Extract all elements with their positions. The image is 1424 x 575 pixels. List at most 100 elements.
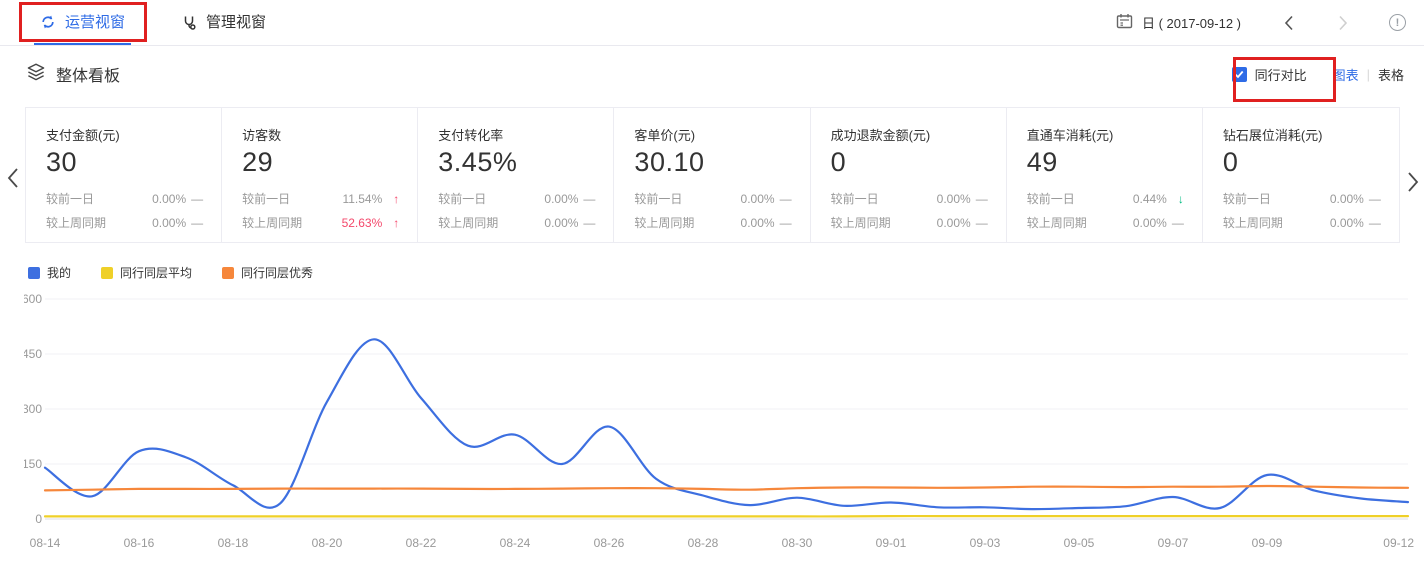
trend-chart-svg: 0 150 300 450 600 08-14 08-16 08-18 08-20 08-22 08…: [22, 292, 1414, 550]
checkbox-checked-icon[interactable]: [1231, 66, 1247, 82]
date-picker-label: 日 ( 2017-09-12 ): [1142, 16, 1241, 31]
x-axis-tick-label: 09-01: [876, 536, 907, 550]
tab-management-window[interactable]: 管理视窗: [175, 0, 272, 45]
kpi-card-rows: 较前一日 11.54% ↑ 较上周同期 52.63% ↑: [242, 190, 399, 231]
cards-scroll-right-button[interactable]: [1406, 170, 1420, 194]
kpi-compare-value: 0.00%: [1329, 191, 1364, 206]
kpi-compare-value: 0.00%: [936, 191, 971, 206]
kpi-card-rows: 较前一日 0.00% — 较上周同期 0.00% —: [438, 190, 595, 231]
x-axis-tick-label: 09-05: [1064, 536, 1095, 550]
kpi-compare-label: 较上周同期: [634, 216, 695, 230]
kpi-compare-label: 较上周同期: [242, 216, 303, 230]
layers-icon: [26, 62, 46, 87]
kpi-compare-value: 0.00%: [1329, 215, 1364, 230]
up-trend-icon: ↑: [393, 191, 400, 206]
kpi-compare-label: 较前一日: [1222, 192, 1271, 206]
kpi-compare-row: 较上周同期 52.63% ↑: [242, 214, 399, 231]
flat-trend-icon: —: [583, 215, 596, 230]
kpi-card[interactable]: 访客数 29 较前一日 11.54% ↑ 较上周同期 52.63% ↑: [222, 108, 419, 242]
kpi-card[interactable]: 钻石展位消耗(元) 0 较前一日 0.00% — 较上周同期 0.00% —: [1203, 108, 1399, 242]
peer-compare-toggle[interactable]: 同行对比: [1231, 65, 1307, 84]
flat-trend-icon: —: [1171, 215, 1184, 230]
date-picker[interactable]: 日 ( 2017-09-12 ): [1116, 13, 1241, 32]
window-tabs: 运营视窗 管理视窗: [34, 0, 316, 45]
kpi-card[interactable]: 客单价(元) 30.10 较前一日 0.00% — 较上周同期 0.00% —: [614, 108, 811, 242]
view-table-link[interactable]: 表格: [1377, 67, 1404, 83]
kpi-compare-row: 较前一日 0.00% —: [634, 190, 791, 207]
x-axis-tick-label: 08-22: [406, 536, 437, 550]
kpi-card-rows: 较前一日 0.00% — 较上周同期 0.00% —: [831, 190, 988, 231]
kpi-compare-value: 0.00%: [544, 191, 579, 206]
kpi-card-title: 支付转化率: [438, 128, 504, 143]
y-axis-tick-label: 600: [24, 292, 42, 306]
kpi-card-title: 支付金额(元): [46, 128, 120, 143]
x-axis-tick-label: 08-20: [312, 536, 343, 550]
kpi-card-value: 0: [1222, 147, 1239, 177]
kpi-compare-value: 52.63%: [341, 215, 383, 230]
kpi-compare-row: 较前一日 11.54% ↑: [242, 190, 399, 207]
kpi-card-title: 访客数: [242, 128, 282, 143]
legend-item[interactable]: 我的: [28, 264, 71, 281]
up-trend-icon: ↑: [393, 215, 400, 230]
tab-operations-label: 运营视窗: [65, 14, 126, 31]
kpi-card-value: 0: [830, 147, 847, 177]
flat-trend-icon: —: [779, 215, 792, 230]
legend-item[interactable]: 同行同层平均: [101, 264, 192, 281]
view-chart-link[interactable]: 图表: [1332, 67, 1359, 83]
info-icon[interactable]: !: [1389, 14, 1406, 31]
x-axis-tick-label: 09-09: [1252, 536, 1283, 550]
kpi-compare-label: 较上周同期: [1222, 216, 1283, 230]
board-title-group: 整体看板: [26, 62, 120, 87]
kpi-compare-value: 0.00%: [936, 215, 971, 230]
x-axis-tick-label: 08-30: [782, 536, 813, 550]
x-axis-tick-label: 08-14: [30, 536, 61, 550]
legend-label: 同行同层平均: [120, 266, 193, 280]
flat-trend-icon: —: [975, 191, 988, 206]
top-bar-right: 日 ( 2017-09-12 ) !: [1116, 0, 1406, 45]
tab-management-label: 管理视窗: [206, 14, 267, 31]
flat-trend-icon: —: [583, 191, 596, 206]
x-axis-tick-label: 08-18: [218, 536, 249, 550]
legend-swatch-icon: [101, 266, 114, 279]
kpi-compare-row: 较上周同期 0.00% —: [1223, 214, 1381, 231]
kpi-compare-row: 较上周同期 0.00% —: [831, 214, 988, 231]
kpi-compare-row: 较上周同期 0.00% —: [634, 214, 791, 231]
kpi-compare-row: 较上周同期 0.00% —: [1027, 214, 1184, 231]
kpi-card-value: 30.10: [634, 147, 705, 177]
kpi-compare-row: 较上周同期 0.00% —: [438, 214, 595, 231]
calendar-icon: [1116, 13, 1133, 32]
date-next-button[interactable]: [1337, 14, 1349, 32]
x-axis-tick-label: 09-12: [1383, 536, 1414, 550]
kpi-compare-label: 较上周同期: [438, 216, 499, 230]
x-axis-tick-label: 08-26: [594, 536, 625, 550]
stethoscope-icon: [181, 14, 197, 30]
cards-scroll-left-button[interactable]: [6, 166, 20, 190]
kpi-compare-label: 较前一日: [1026, 192, 1075, 206]
view-switch: 图表 | 表格: [1333, 65, 1404, 84]
date-prev-button[interactable]: [1283, 14, 1295, 32]
kpi-compare-row: 较前一日 0.00% —: [46, 190, 203, 207]
kpi-card-value: 3.45%: [438, 147, 518, 177]
top-bar: 运营视窗 管理视窗: [0, 0, 1424, 46]
kpi-card[interactable]: 成功退款金额(元) 0 较前一日 0.00% — 较上周同期 0.00% —: [811, 108, 1007, 242]
kpi-card-title: 成功退款金额(元): [830, 128, 931, 143]
kpi-compare-value: 0.00%: [152, 191, 187, 206]
kpi-compare-row: 较前一日 0.00% —: [438, 190, 595, 207]
line-series-同行同层优秀: [43, 484, 1410, 492]
legend-label: 我的: [47, 266, 72, 280]
kpi-compare-label: 较前一日: [438, 192, 487, 206]
kpi-compare-value: 0.00%: [152, 215, 187, 230]
kpi-card[interactable]: 支付金额(元) 30 较前一日 0.00% — 较上周同期 0.00% —: [26, 108, 223, 242]
tab-operations-window[interactable]: 运营视窗: [34, 0, 132, 45]
flat-trend-icon: —: [975, 215, 988, 230]
x-axis-tick-label: 08-24: [500, 536, 531, 550]
kpi-card-title: 客单价(元): [634, 128, 696, 143]
kpi-card-rows: 较前一日 0.44% ↓ 较上周同期 0.00% —: [1027, 190, 1184, 231]
kpi-compare-label: 较上周同期: [830, 216, 891, 230]
chart-legend: 我的 同行同层平均 同行同层优秀: [28, 264, 1424, 281]
kpi-compare-value: 11.54%: [342, 191, 383, 206]
kpi-card[interactable]: 直通车消耗(元) 49 较前一日 0.44% ↓ 较上周同期 0.00% —: [1007, 108, 1203, 242]
kpi-card-rows: 较前一日 0.00% — 较上周同期 0.00% —: [1223, 190, 1381, 231]
kpi-card[interactable]: 支付转化率 3.45% 较前一日 0.00% — 较上周同期 0.00% —: [418, 108, 615, 242]
legend-item[interactable]: 同行同层优秀: [222, 264, 313, 281]
